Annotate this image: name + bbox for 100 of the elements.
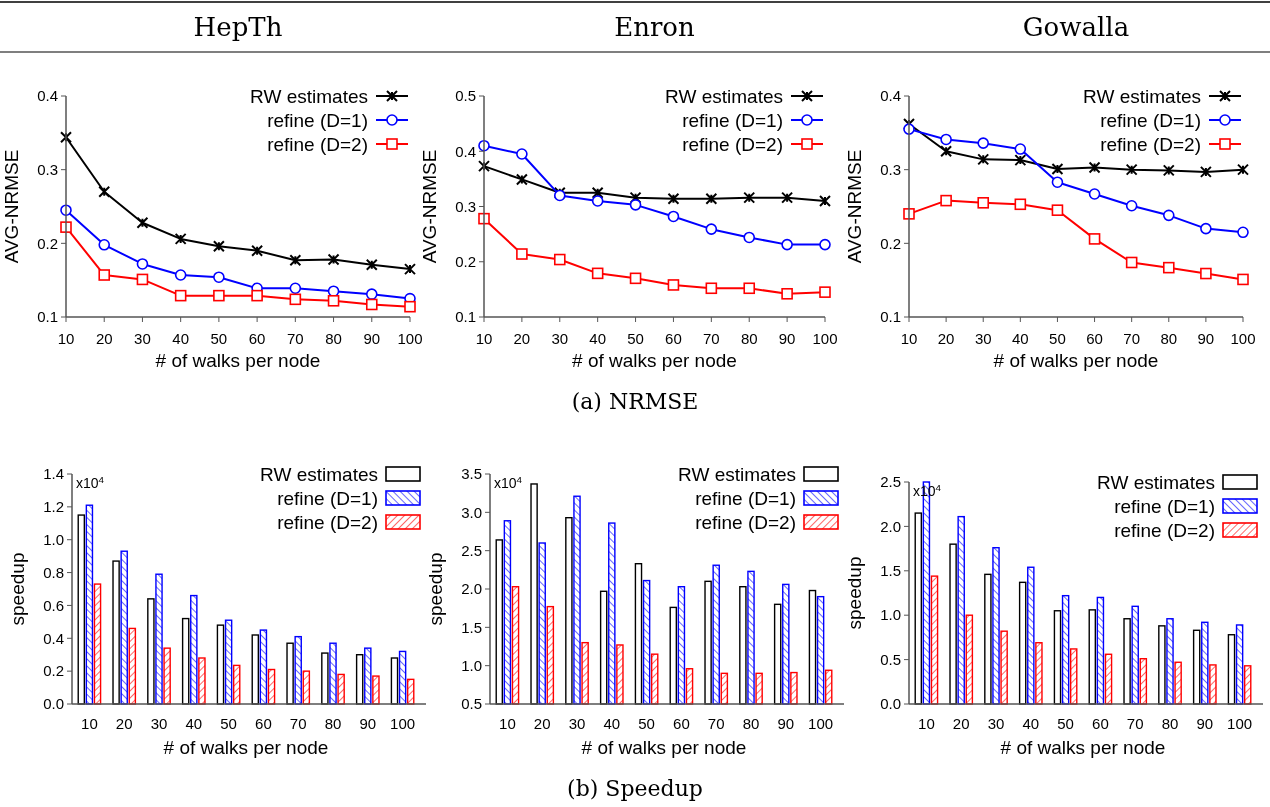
x-tick-label: 90: [777, 715, 795, 733]
y-tick-label: 3.0: [461, 503, 482, 521]
y-tick-label: 0.4: [880, 87, 901, 105]
x-tick-label: 70: [1126, 715, 1144, 733]
x-tick-label: 30: [568, 715, 586, 733]
x-tick-label: 90: [1196, 715, 1214, 733]
x-tick-label: 20: [533, 715, 551, 733]
x-tick-label: 50: [1057, 715, 1074, 733]
x-tick-label: 20: [115, 715, 133, 733]
x-tick-label: 100: [1230, 330, 1256, 348]
x-tick-label: 50: [1049, 330, 1066, 348]
y-tick-label: 0.4: [37, 87, 58, 105]
legend-label: refine (D=1): [277, 487, 378, 509]
x-tick-label: 100: [1227, 715, 1253, 733]
legend-label: refine (D=2): [695, 511, 796, 533]
chart-title: HepTh: [193, 12, 283, 42]
y-tick-label: 0.5: [455, 87, 476, 105]
x-tick-label: 50: [627, 330, 644, 348]
x-axis-title: # of walks per node: [163, 737, 329, 758]
legend-label: refine (D=2): [1100, 133, 1201, 155]
x-tick-label: 30: [551, 330, 569, 348]
x-tick-label: 60: [255, 715, 272, 733]
x-tick-label: 90: [1197, 330, 1215, 348]
y-tick-label: 0.2: [37, 234, 58, 252]
x-tick-label: 100: [390, 715, 416, 733]
x-tick-label: 40: [185, 715, 203, 733]
x-tick-label: 100: [397, 330, 423, 348]
legend-label: RW estimates: [665, 85, 783, 107]
y-tick-label: 1.4: [43, 465, 64, 483]
x-tick-label: 20: [952, 715, 970, 733]
legend-label: RW estimates: [1083, 85, 1201, 107]
x-tick-label: 60: [248, 330, 266, 348]
y-tick-label: 1.0: [43, 530, 64, 548]
legend-label: refine (D=2): [267, 133, 368, 155]
x-axis-title: # of walks per node: [572, 350, 737, 371]
text: (b) Speedup: [567, 776, 703, 801]
y-tick-label: 0.2: [43, 662, 64, 680]
x-tick-label: 30: [134, 330, 151, 348]
x-tick-label: 70: [1123, 330, 1141, 348]
y-tick-label: 1.0: [461, 656, 482, 674]
y-tick-label: 1.5: [880, 562, 901, 580]
y-axis-title: speedup: [844, 556, 865, 630]
x-tick-label: 70: [286, 330, 304, 348]
x-axis-title: # of walks per node: [581, 737, 747, 758]
y-tick-label: 0.5: [880, 650, 901, 668]
x-tick-label: 100: [808, 715, 834, 733]
x-tick-label: 40: [172, 330, 190, 348]
legend-label: refine (D=2): [682, 133, 783, 155]
x-tick-label: 100: [812, 330, 838, 348]
x-tick-label: 60: [1086, 330, 1103, 348]
x-tick-label: 40: [1022, 715, 1040, 733]
legend-label: RW estimates: [260, 463, 378, 485]
x-tick-label: 70: [289, 715, 307, 733]
y-tick-label: 0.4: [455, 142, 476, 160]
legend-label: refine (D=2): [1114, 519, 1215, 541]
x-tick-label: 80: [325, 330, 342, 348]
x-tick-label: 10: [900, 330, 918, 348]
y-tick-label: 1.5: [461, 618, 482, 636]
x-tick-label: 10: [499, 715, 516, 733]
y-axis-title: speedup: [7, 552, 28, 626]
x-tick-label: 20: [95, 330, 113, 348]
chart-title: Enron: [614, 12, 696, 42]
x-tick-label: 80: [1161, 715, 1179, 733]
y-axis-title: AVG-NRMSE: [844, 149, 865, 264]
y-tick-label: 0.2: [880, 234, 901, 252]
y-tick-label: 0.3: [37, 160, 58, 178]
x-tick-label: 90: [363, 330, 381, 348]
x-tick-label: 40: [1011, 330, 1029, 348]
x-tick-label: 60: [665, 330, 682, 348]
legend-label: RW estimates: [678, 463, 796, 485]
y-tick-label: 0.6: [43, 596, 64, 614]
x-tick-label: 20: [937, 330, 955, 348]
y-axis-title: AVG-NRMSE: [419, 149, 440, 264]
legend-label: RW estimates: [250, 85, 368, 107]
legend-label: refine (D=1): [267, 109, 368, 131]
x-axis-title: # of walks per node: [1000, 737, 1166, 758]
y-tick-label: 0.4: [43, 629, 64, 647]
chart-title: Gowalla: [1022, 12, 1130, 42]
x-tick-label: 10: [57, 330, 75, 348]
x-tick-label: 50: [210, 330, 228, 348]
x-tick-label: 80: [740, 330, 758, 348]
x-tick-label: 80: [1160, 330, 1178, 348]
y-tick-label: 0.2: [455, 253, 476, 270]
y-tick-label: 1.2: [43, 498, 64, 516]
legend-label: refine (D=1): [1114, 495, 1215, 517]
legend-label: refine (D=1): [695, 487, 796, 509]
y-tick-label: 1.0: [880, 606, 901, 624]
x-tick-label: 20: [513, 330, 531, 348]
x-tick-label: 50: [638, 715, 655, 733]
y-tick-label: 2.5: [461, 541, 482, 559]
x-tick-label: 30: [987, 715, 1005, 733]
y-tick-label: 3.5: [461, 465, 482, 483]
text: (a) NRMSE: [571, 389, 699, 414]
x-tick-label: 10: [81, 715, 98, 733]
y-tick-label: 0.3: [880, 160, 901, 178]
y-tick-label: 0.0: [43, 695, 64, 713]
x-tick-label: 60: [673, 715, 690, 733]
y-tick-label: 0.3: [455, 197, 476, 215]
y-tick-label: 0.1: [880, 308, 901, 326]
y-tick-label: 0.1: [455, 308, 476, 326]
